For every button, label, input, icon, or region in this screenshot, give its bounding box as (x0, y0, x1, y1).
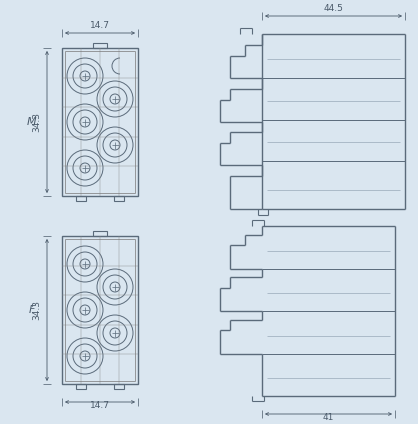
Text: 14.7: 14.7 (90, 21, 110, 30)
Text: 41: 41 (323, 413, 334, 422)
Text: 44.5: 44.5 (324, 4, 344, 13)
Bar (62, 48, 138, 196)
Text: 34.3: 34.3 (32, 112, 41, 132)
Bar (93, 231, 107, 236)
Text: 14.7: 14.7 (90, 401, 110, 410)
Bar (62, 236, 138, 384)
Bar (76, 196, 86, 201)
Text: F: F (29, 305, 35, 315)
Bar (114, 196, 124, 201)
Bar (76, 384, 86, 389)
Text: M: M (27, 117, 37, 127)
Bar (114, 384, 124, 389)
Text: 34.3: 34.3 (32, 300, 41, 320)
Bar (93, 43, 107, 48)
